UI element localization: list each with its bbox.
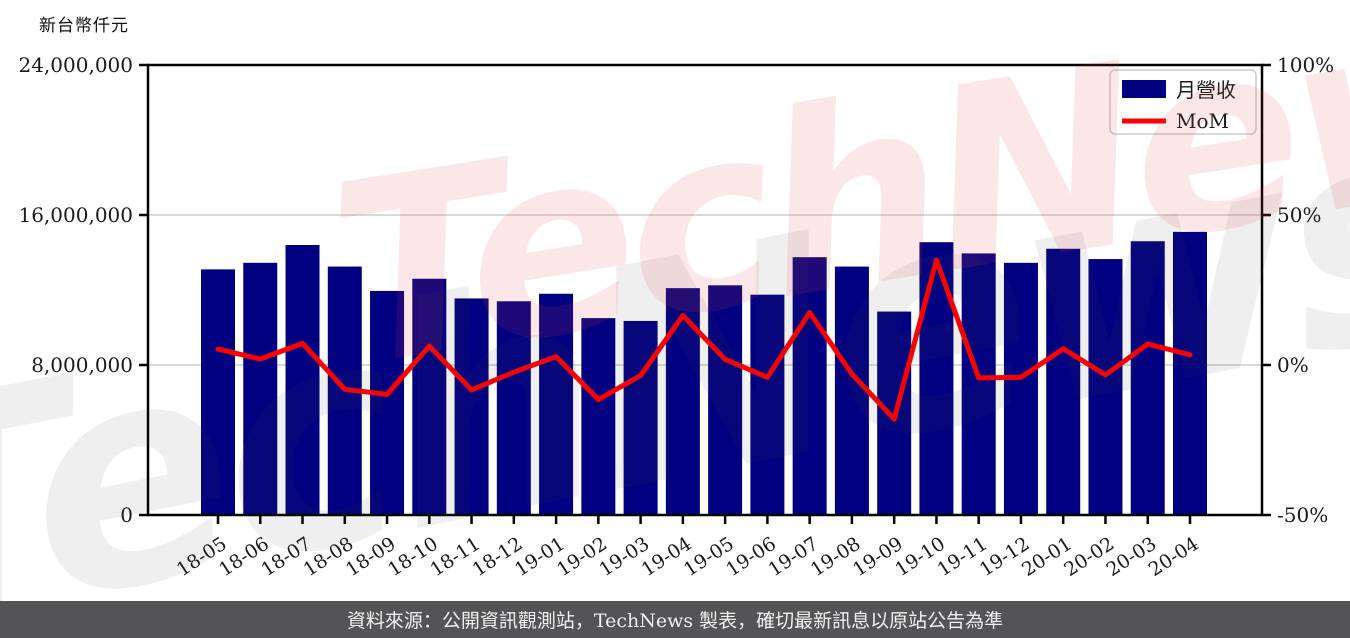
bar-19-12 <box>1003 262 1038 515</box>
left-tick-label: 8,000,000 <box>31 353 133 377</box>
bar-18-11 <box>454 298 489 515</box>
bar-18-09 <box>370 290 405 515</box>
bar-19-07 <box>792 257 827 515</box>
legend-line-label: MoM <box>1176 109 1229 133</box>
left-tick-label: 16,000,000 <box>18 203 133 227</box>
left-axis-unit-label: 新台幣仟元 <box>39 16 129 36</box>
bar-19-05 <box>708 285 743 515</box>
bar-19-03 <box>623 320 658 515</box>
bar-18-12 <box>496 301 531 515</box>
bar-20-02 <box>1088 259 1123 515</box>
right-tick-label: 100% <box>1277 53 1334 77</box>
left-tick-label: 0 <box>120 503 133 527</box>
bar-18-07 <box>285 245 320 515</box>
monthly-revenue-mom-chart: 24,000,000 16,000,000 8,000,000 0 100% 50% 0% -… <box>18 53 1334 581</box>
bar-20-03 <box>1130 241 1165 515</box>
bar-18-06 <box>243 262 278 515</box>
bar-19-11 <box>961 253 996 515</box>
bar-19-02 <box>581 318 616 515</box>
bar-19-10 <box>919 242 954 515</box>
bar-20-04 <box>1173 231 1207 515</box>
mom-line <box>215 257 1193 422</box>
axis-frame <box>146 63 1264 517</box>
x-tick-label-20-04: 20-04 <box>1145 533 1203 581</box>
bar-19-08 <box>834 266 869 515</box>
legend-bar-label: 月營收 <box>1176 78 1236 102</box>
source-footer: 資料來源：公開資訊觀測站，TechNews 製表，確切最新訊息以原站公告為準 <box>0 601 1350 638</box>
left-tick-label: 24,000,000 <box>18 53 133 77</box>
bar-19-04 <box>665 288 700 515</box>
bar-20-01 <box>1046 248 1081 515</box>
source-footer-text: 資料來源：公開資訊觀測站，TechNews 製表，確切最新訊息以原站公告為準 <box>346 610 1004 632</box>
bar-19-06 <box>750 294 785 515</box>
right-tick-label: 0% <box>1277 353 1309 377</box>
legend-bar-swatch <box>1122 80 1166 98</box>
bar-19-01 <box>539 293 574 515</box>
bar-18-05 <box>201 269 235 515</box>
bar-18-10 <box>412 278 447 515</box>
right-tick-label: -50% <box>1277 503 1328 527</box>
right-tick-label: 50% <box>1277 203 1321 227</box>
